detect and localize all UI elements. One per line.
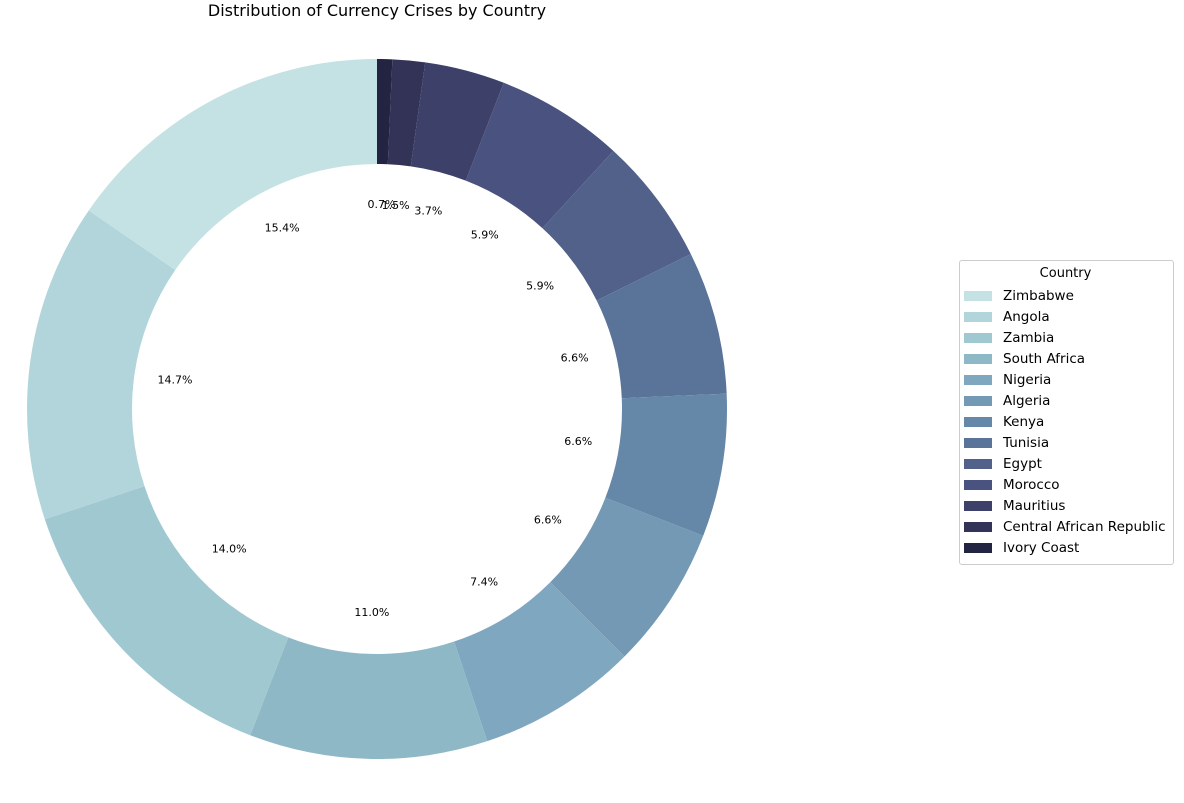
legend-swatch bbox=[964, 458, 992, 469]
percent-label-tunisia: 6.6% bbox=[561, 351, 589, 364]
legend-label: Egypt bbox=[1003, 455, 1042, 472]
legend-item-algeria: Algeria bbox=[964, 390, 1167, 411]
percent-label-angola: 14.7% bbox=[158, 373, 193, 386]
slice-south-africa bbox=[250, 637, 488, 760]
legend-swatch bbox=[964, 353, 992, 364]
legend-item-tunisia: Tunisia bbox=[964, 432, 1167, 453]
slice-angola bbox=[26, 210, 176, 520]
legend-label: Nigeria bbox=[1003, 371, 1052, 388]
slice-central-african-republic bbox=[387, 59, 426, 167]
legend-label: Kenya bbox=[1003, 413, 1045, 430]
legend-items: Zimbabwe Angola Zambia South Africa Nigeria A… bbox=[964, 285, 1167, 558]
percent-label-morocco: 5.9% bbox=[471, 229, 499, 242]
slice-tunisia bbox=[596, 254, 727, 399]
slice-zimbabwe bbox=[88, 59, 378, 271]
legend-label: Tunisia bbox=[1003, 434, 1050, 451]
legend-item-zimbabwe: Zimbabwe bbox=[964, 285, 1167, 306]
percent-label-ivory-coast: 0.7% bbox=[368, 198, 396, 211]
legend-label: Morocco bbox=[1003, 476, 1060, 493]
percent-label-south-africa: 11.0% bbox=[354, 606, 389, 619]
legend-label: Zimbabwe bbox=[1003, 287, 1074, 304]
legend-swatch bbox=[964, 395, 992, 406]
legend-item-zambia: Zambia bbox=[964, 327, 1167, 348]
legend-label: Central African Republic bbox=[1003, 518, 1166, 535]
legend-label: Ivory Coast bbox=[1003, 539, 1080, 556]
percent-label-nigeria: 7.4% bbox=[470, 576, 498, 589]
slice-zambia bbox=[44, 486, 289, 736]
legend-swatch bbox=[964, 542, 992, 553]
legend-item-mauritius: Mauritius bbox=[964, 495, 1167, 516]
legend-item-egypt: Egypt bbox=[964, 453, 1167, 474]
legend-label: South Africa bbox=[1003, 350, 1086, 367]
legend-item-kenya: Kenya bbox=[964, 411, 1167, 432]
percent-label-central-african-republic: 1.5% bbox=[382, 199, 410, 212]
legend-swatch bbox=[964, 374, 992, 385]
legend-item-south-africa: South Africa bbox=[964, 348, 1167, 369]
legend: Country Zimbabwe Angola Zambia South Africa… bbox=[959, 260, 1174, 565]
legend-swatch bbox=[964, 332, 992, 343]
legend-item-angola: Angola bbox=[964, 306, 1167, 327]
percent-label-kenya: 6.6% bbox=[564, 435, 592, 448]
slice-morocco bbox=[465, 82, 614, 229]
slice-nigeria bbox=[454, 582, 625, 742]
legend-swatch bbox=[964, 416, 992, 427]
legend-item-central-african-republic: Central African Republic bbox=[964, 516, 1167, 537]
legend-title: Country bbox=[1039, 266, 1092, 281]
percent-label-zambia: 14.0% bbox=[212, 543, 247, 556]
legend-swatch bbox=[964, 290, 992, 301]
percent-label-egypt: 5.9% bbox=[526, 280, 554, 293]
legend-swatch bbox=[964, 500, 992, 511]
slice-egypt bbox=[542, 150, 691, 301]
percent-labels: 0.7%1.5% 3.7% 5.9% 5.9% 6.6% 6.6% 6.6% 7.4% 11.0… bbox=[158, 198, 593, 619]
percent-label-zimbabwe: 15.4% bbox=[265, 221, 300, 234]
legend-item-morocco: Morocco bbox=[964, 474, 1167, 495]
legend-label: Angola bbox=[1003, 308, 1050, 325]
legend-swatch bbox=[964, 311, 992, 322]
legend-item-nigeria: Nigeria bbox=[964, 369, 1167, 390]
legend-swatch bbox=[964, 521, 992, 532]
percent-label-mauritius: 3.7% bbox=[414, 205, 442, 218]
chart-title: Distribution of Currency Crises by Count… bbox=[208, 1, 546, 20]
slice-mauritius bbox=[410, 62, 504, 181]
legend-label: Mauritius bbox=[1003, 497, 1066, 514]
legend-label: Zambia bbox=[1003, 329, 1055, 346]
donut-slices bbox=[26, 59, 727, 760]
percent-label-algeria: 6.6% bbox=[534, 513, 562, 526]
legend-swatch bbox=[964, 437, 992, 448]
slice-algeria bbox=[550, 497, 704, 657]
slice-ivory-coast bbox=[377, 59, 393, 165]
slice-kenya bbox=[605, 393, 727, 536]
legend-swatch bbox=[964, 479, 992, 490]
legend-item-ivory-coast: Ivory Coast bbox=[964, 537, 1167, 558]
legend-label: Algeria bbox=[1003, 392, 1051, 409]
